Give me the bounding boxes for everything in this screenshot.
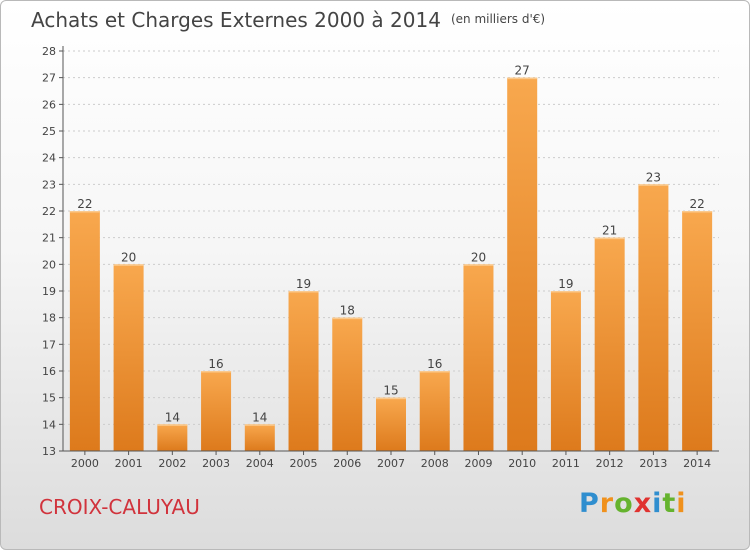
x-tick-label-2010: 2010 — [508, 457, 536, 470]
y-tick-label: 14 — [42, 418, 56, 431]
y-tick-label: 15 — [42, 392, 56, 405]
bar-top-edge — [463, 264, 494, 266]
value-label-2006: 18 — [340, 304, 355, 318]
value-label-2011: 19 — [558, 277, 573, 291]
logo-letter: t — [662, 488, 677, 519]
chart-title: Achats et Charges Externes 2000 à 2014 (e… — [31, 8, 545, 32]
y-tick-label: 25 — [42, 125, 56, 138]
value-label-2000: 22 — [77, 197, 92, 211]
x-tick-label-2003: 2003 — [202, 457, 230, 470]
value-label-2013: 23 — [646, 170, 661, 184]
value-label-2003: 16 — [208, 357, 223, 371]
bar-top-edge — [69, 211, 100, 213]
value-label-2009: 20 — [471, 250, 486, 264]
bar-2000 — [69, 211, 100, 451]
bar-top-edge — [288, 291, 319, 293]
bar-2014 — [682, 211, 713, 451]
x-tick-label-2006: 2006 — [333, 457, 361, 470]
axes — [59, 46, 719, 455]
bar-2002 — [157, 424, 188, 451]
bar-top-edge — [682, 211, 713, 213]
bar-2007 — [376, 397, 406, 451]
bar-top-edge — [550, 291, 581, 293]
bar-top-edge — [638, 184, 669, 186]
bar-2003 — [201, 371, 232, 451]
value-label-2010: 27 — [515, 64, 530, 78]
x-tick-label-2011: 2011 — [552, 457, 580, 470]
y-tick-label: 13 — [42, 445, 56, 458]
proxiti-logo: Proxiti — [579, 488, 687, 519]
logo-letter: i — [676, 488, 687, 519]
y-tick-label: 20 — [42, 258, 56, 271]
logo-letter: o — [614, 488, 634, 519]
x-tick-label-2012: 2012 — [596, 457, 624, 470]
logo-letter: P — [579, 488, 600, 519]
bar-top-edge — [113, 264, 144, 266]
y-tick-label: 22 — [42, 205, 56, 218]
x-tick-label-2013: 2013 — [639, 457, 667, 470]
bar-2005 — [288, 291, 319, 451]
value-label-2004: 14 — [252, 410, 267, 424]
bar-top-edge — [244, 424, 275, 426]
y-tick-label: 28 — [42, 45, 56, 58]
bar-2011 — [550, 291, 581, 451]
y-tick-label: 17 — [42, 338, 56, 351]
logo-letter: i — [652, 488, 663, 519]
x-tick-label-2008: 2008 — [421, 457, 449, 470]
bar-2010 — [507, 77, 538, 452]
labels: 13 14 15 16 17 18 19 20 21 22 23 24 25 26 27 28 22 2000 20… — [42, 45, 711, 470]
x-tick-label-2004: 2004 — [246, 457, 274, 470]
x-tick-label-2001: 2001 — [115, 457, 143, 470]
bar-top-edge — [332, 317, 363, 320]
value-label-2007: 15 — [383, 384, 398, 398]
bar-2012 — [594, 237, 625, 451]
bar-2001 — [113, 264, 144, 451]
y-tick-label: 23 — [42, 178, 56, 191]
chart-title-text: Achats et Charges Externes 2000 à 2014 — [31, 8, 441, 32]
bar-2006 — [332, 317, 363, 451]
bar-top-edge — [157, 424, 188, 426]
y-tick-label: 21 — [42, 232, 56, 245]
y-tick-label: 16 — [42, 365, 56, 378]
commune-name: CROIX-CALUYAU — [39, 495, 200, 519]
x-tick-label-2005: 2005 — [290, 457, 318, 470]
bars — [69, 77, 713, 452]
y-tick-label: 26 — [42, 98, 56, 111]
value-label-2012: 21 — [602, 224, 617, 238]
chart-unit: (en milliers d'€) — [450, 12, 546, 26]
y-tick-label: 19 — [42, 285, 56, 298]
bar-top-edge — [507, 77, 538, 80]
logo-letter: x — [633, 488, 653, 519]
y-tick-label: 18 — [42, 312, 56, 325]
logo-letter: r — [599, 488, 615, 519]
value-label-2002: 14 — [165, 410, 180, 424]
bar-top-edge — [419, 371, 450, 373]
bar-2013 — [638, 184, 669, 452]
y-tick-label: 24 — [42, 152, 56, 165]
x-tick-label-2009: 2009 — [464, 457, 492, 470]
x-tick-label-2002: 2002 — [158, 457, 186, 470]
bar-top-edge — [376, 397, 406, 400]
value-label-2001: 20 — [121, 250, 136, 264]
x-tick-label-2007: 2007 — [377, 457, 405, 470]
value-label-2014: 22 — [689, 197, 704, 211]
bar-2008 — [419, 371, 450, 451]
bar-top-edge — [594, 237, 625, 240]
x-tick-label-2000: 2000 — [71, 457, 99, 470]
bar-top-edge — [201, 371, 232, 373]
bar-2009 — [463, 264, 494, 451]
y-tick-label: 27 — [42, 72, 56, 85]
bar-2004 — [244, 424, 275, 451]
x-tick-label-2014: 2014 — [683, 457, 711, 470]
value-label-2008: 16 — [427, 357, 442, 371]
value-label-2005: 19 — [296, 277, 311, 291]
